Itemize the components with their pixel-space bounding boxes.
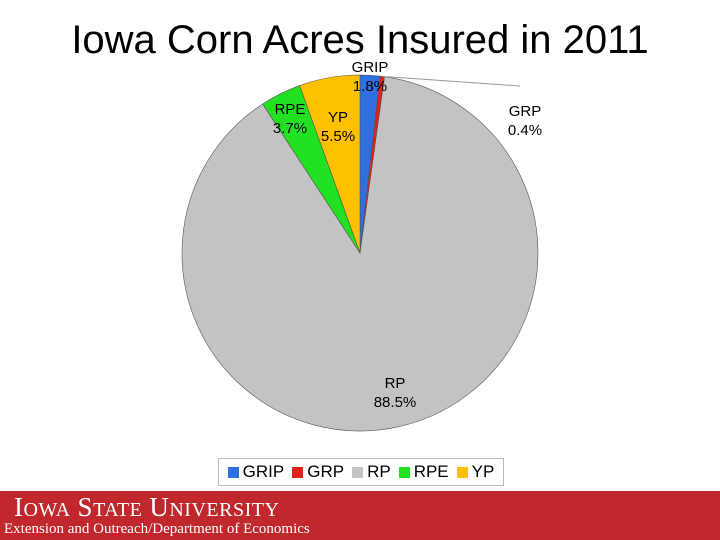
legend-label-yp: YP [471, 462, 495, 481]
pie-slice-rp [181, 76, 539, 432]
legend-swatch-grip [227, 466, 239, 478]
footer-bar: IOWA STATE UNIVERSITY Extension and Outr… [0, 491, 720, 540]
legend-item-rp: RP [352, 462, 391, 482]
data-label-grp: GRP 0.4% [508, 103, 542, 139]
legend-swatch-rpe [398, 466, 410, 478]
data-label-yp: YP 5.5% [321, 109, 355, 145]
legend-label-rp: RP [367, 462, 391, 481]
slide-title: Iowa Corn Acres Insured in 2011 [71, 18, 649, 62]
legend-item-yp: YP [456, 462, 495, 482]
legend-label-grip: GRIP [242, 462, 285, 481]
legend-item-grp: GRP [292, 462, 344, 482]
pie-slice-yp [299, 74, 361, 254]
legend-item-grip: GRIP [227, 462, 285, 482]
legend-label-rpe: RPE [413, 462, 449, 481]
leader-line-grp [382, 75, 521, 87]
legend-label-grp: GRP [307, 462, 345, 481]
legend-swatch-rp [352, 466, 364, 478]
legend-swatch-yp [456, 466, 468, 478]
chart-legend: GRIP GRP RP RPE YP [218, 458, 504, 486]
data-label-rp: RP 88.5% [374, 375, 417, 411]
university-wordmark: IOWA STATE UNIVERSITY [14, 492, 280, 522]
data-label-rpe: RPE 3.7% [273, 101, 307, 137]
data-label-grip: GRIP 1.8% [352, 59, 389, 95]
department-name: Extension and Outreach/Department of Eco… [4, 521, 310, 537]
legend-item-rpe: RPE [398, 462, 449, 482]
legend-swatch-grp [292, 466, 304, 478]
